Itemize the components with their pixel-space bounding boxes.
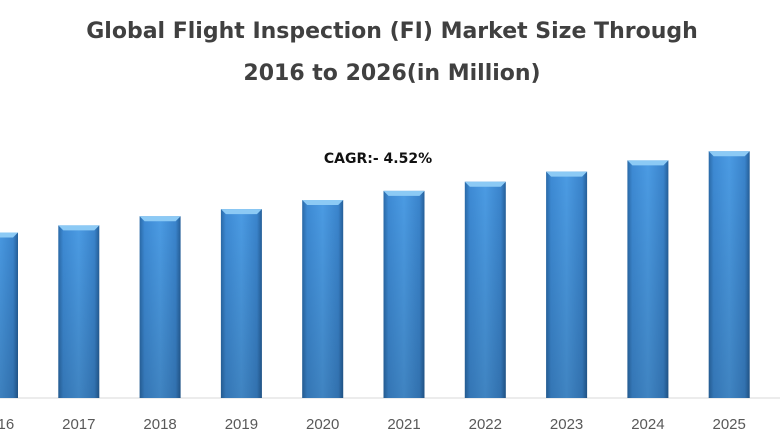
bar-shade xyxy=(627,160,669,398)
bar-2021 xyxy=(383,190,425,398)
x-tick-label-2018: 2018 xyxy=(143,416,176,433)
bar-bevel xyxy=(708,151,750,157)
x-tick-label-2016: 2016 xyxy=(0,416,14,433)
bar-bevel xyxy=(139,216,181,222)
x-tick-label-2024: 2024 xyxy=(631,416,664,433)
bar-bevel xyxy=(220,209,262,215)
bar-bevel xyxy=(627,160,669,166)
bar-bevel xyxy=(546,171,588,177)
bar-2016 xyxy=(0,232,18,398)
chart-title-line-1: Global Flight Inspection (FI) Market Siz… xyxy=(86,19,698,44)
bar-shade xyxy=(58,225,100,398)
bar-2018 xyxy=(139,216,181,398)
bar-2020 xyxy=(302,200,344,398)
bar-2022 xyxy=(464,181,506,398)
bar-shade xyxy=(708,151,750,398)
bar-bevel xyxy=(302,200,344,205)
bar-bevel xyxy=(58,225,100,231)
bar-shade xyxy=(220,209,262,398)
x-tick-label-2017: 2017 xyxy=(62,416,95,433)
x-tick-label-2023: 2023 xyxy=(550,416,583,433)
bar-bevel xyxy=(0,232,18,238)
bar-2023 xyxy=(546,171,588,398)
bar-shade xyxy=(464,181,506,398)
x-tick-label-2021: 2021 xyxy=(387,416,420,433)
bar-2025 xyxy=(708,151,750,398)
x-tick-label-2020: 2020 xyxy=(306,416,339,433)
x-tick-label-2022: 2022 xyxy=(469,416,502,433)
cagr-annotation: CAGR:- 4.52% xyxy=(324,151,432,167)
chart-title-line-2: 2016 to 2026(in Million) xyxy=(243,61,540,86)
bar-shade xyxy=(302,200,344,398)
bar-shade xyxy=(0,232,18,398)
bar-2019 xyxy=(220,209,262,398)
bar-2017 xyxy=(58,225,100,398)
bar-2024 xyxy=(627,160,669,398)
x-tick-label-2025: 2025 xyxy=(713,416,746,433)
bar-shade xyxy=(546,171,588,398)
bar-bevel xyxy=(383,190,425,196)
bar-shade xyxy=(383,190,425,398)
bar-shade xyxy=(139,216,181,398)
x-tick-label-2019: 2019 xyxy=(225,416,258,433)
bar-bevel xyxy=(464,181,506,187)
